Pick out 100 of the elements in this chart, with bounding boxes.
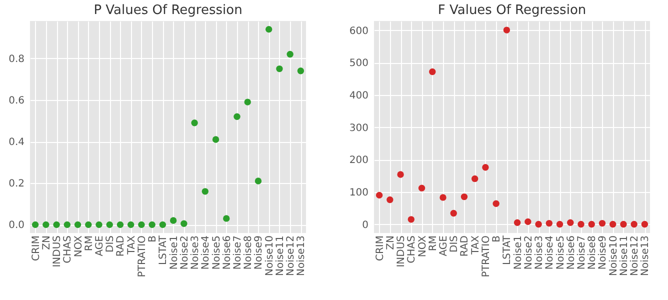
point bbox=[397, 171, 404, 178]
x-tick-label: RM bbox=[428, 236, 439, 252]
x-tick-label: CHAS bbox=[62, 236, 74, 264]
point bbox=[418, 184, 426, 192]
x-tick-label: Noise2 bbox=[179, 236, 190, 270]
point bbox=[64, 221, 71, 228]
x-tick-label: Noise9 bbox=[254, 236, 265, 270]
point bbox=[265, 26, 272, 33]
y-tick-label: 600 bbox=[349, 26, 368, 37]
x-tick-label: LSTAT bbox=[158, 234, 170, 265]
y-tick-label: 0.2 bbox=[8, 178, 24, 190]
y-tick-label: 0.4 bbox=[8, 137, 24, 148]
x-tick-label: RAD bbox=[460, 235, 471, 257]
point bbox=[386, 196, 394, 204]
x-tick-label: AGE bbox=[94, 236, 106, 256]
x-tick-label: ZN bbox=[41, 236, 52, 250]
x-tick-label: Noise13 bbox=[296, 236, 308, 276]
point bbox=[567, 219, 574, 226]
y-tick-label: 300 bbox=[349, 122, 368, 134]
point bbox=[85, 221, 92, 228]
x-tick-label: Noise1 bbox=[168, 236, 180, 270]
x-tick-label: CRIM bbox=[374, 236, 386, 262]
x-tick-label: RM bbox=[84, 236, 95, 252]
x-tick-label: NOX bbox=[73, 235, 84, 258]
point bbox=[482, 164, 489, 171]
x-tick-label: Noise4 bbox=[544, 236, 556, 270]
point bbox=[106, 221, 113, 228]
x-tick-label: Noise6 bbox=[222, 236, 233, 270]
point bbox=[471, 175, 478, 182]
point bbox=[598, 220, 606, 227]
x-tick-label: Noise4 bbox=[200, 236, 212, 270]
y-tick-label: 400 bbox=[349, 90, 368, 102]
y-tick-label: 0.6 bbox=[8, 95, 24, 106]
x-tick-label: Noise2 bbox=[523, 236, 534, 270]
x-tick-label: Noise7 bbox=[576, 236, 588, 270]
point bbox=[212, 136, 220, 143]
x-tick-label: TAX bbox=[470, 235, 482, 256]
point bbox=[588, 220, 595, 228]
x-tick-label: DIS bbox=[449, 236, 460, 252]
x-tick-label: Noise5 bbox=[211, 236, 222, 270]
point bbox=[578, 220, 584, 228]
point bbox=[244, 98, 251, 106]
point bbox=[556, 220, 564, 228]
point bbox=[376, 192, 383, 199]
y-tick-label: 0 bbox=[362, 220, 368, 231]
x-tick-label: Noise3 bbox=[190, 236, 202, 270]
x-tick-label: Noise11 bbox=[618, 236, 630, 276]
x-tick-label: CRIM bbox=[30, 236, 42, 262]
point bbox=[254, 178, 262, 184]
x-tick-label: Noise8 bbox=[243, 236, 254, 270]
x-tick-label: Noise6 bbox=[566, 236, 577, 270]
point bbox=[641, 220, 648, 228]
point bbox=[223, 215, 230, 222]
y-tick-label: 500 bbox=[349, 58, 368, 70]
point bbox=[138, 221, 145, 228]
point bbox=[503, 26, 510, 34]
x-tick-label: CHAS bbox=[406, 236, 418, 264]
point bbox=[535, 220, 542, 228]
point bbox=[74, 221, 82, 228]
x-tick-label: Noise12 bbox=[286, 236, 297, 276]
x-tick-label: ZN bbox=[385, 236, 396, 250]
x-tick-label: Noise10 bbox=[608, 236, 620, 276]
y-tick-label: 0.8 bbox=[8, 54, 24, 65]
point bbox=[546, 220, 553, 227]
point bbox=[286, 50, 294, 58]
point bbox=[53, 221, 60, 228]
point bbox=[492, 200, 500, 207]
point bbox=[96, 221, 102, 228]
x-tick-label: Noise11 bbox=[274, 236, 286, 276]
x-tick-label: LSTAT bbox=[502, 234, 514, 265]
point bbox=[609, 220, 616, 228]
point bbox=[180, 220, 188, 227]
point bbox=[202, 188, 209, 195]
point bbox=[450, 210, 457, 217]
y-tick-label: 100 bbox=[349, 187, 368, 198]
x-tick-label: INDUS bbox=[52, 236, 64, 268]
point bbox=[32, 221, 39, 228]
x-tick-label: Noise13 bbox=[640, 236, 652, 276]
x-tick-label: B bbox=[492, 235, 503, 242]
x-tick-label: Noise9 bbox=[598, 236, 609, 270]
point bbox=[159, 221, 166, 228]
chart-title: F Values Of Regression bbox=[438, 3, 586, 18]
x-tick-label: AGE bbox=[438, 236, 450, 256]
x-tick-label: Noise7 bbox=[232, 236, 244, 270]
point bbox=[42, 221, 50, 228]
point bbox=[460, 193, 468, 200]
point bbox=[116, 221, 124, 228]
x-tick-label: PTRATIO bbox=[480, 235, 492, 278]
chart-title: P Values Of Regression bbox=[94, 3, 242, 18]
point bbox=[234, 113, 240, 120]
point bbox=[408, 216, 415, 223]
point bbox=[148, 221, 156, 228]
point bbox=[440, 194, 446, 201]
point bbox=[170, 217, 177, 224]
x-tick-label: Noise8 bbox=[587, 236, 598, 270]
x-tick-label: TAX bbox=[126, 235, 138, 256]
point bbox=[429, 68, 436, 76]
x-tick-label: DIS bbox=[105, 236, 116, 252]
point bbox=[514, 219, 521, 226]
x-tick-label: NOX bbox=[417, 235, 428, 258]
